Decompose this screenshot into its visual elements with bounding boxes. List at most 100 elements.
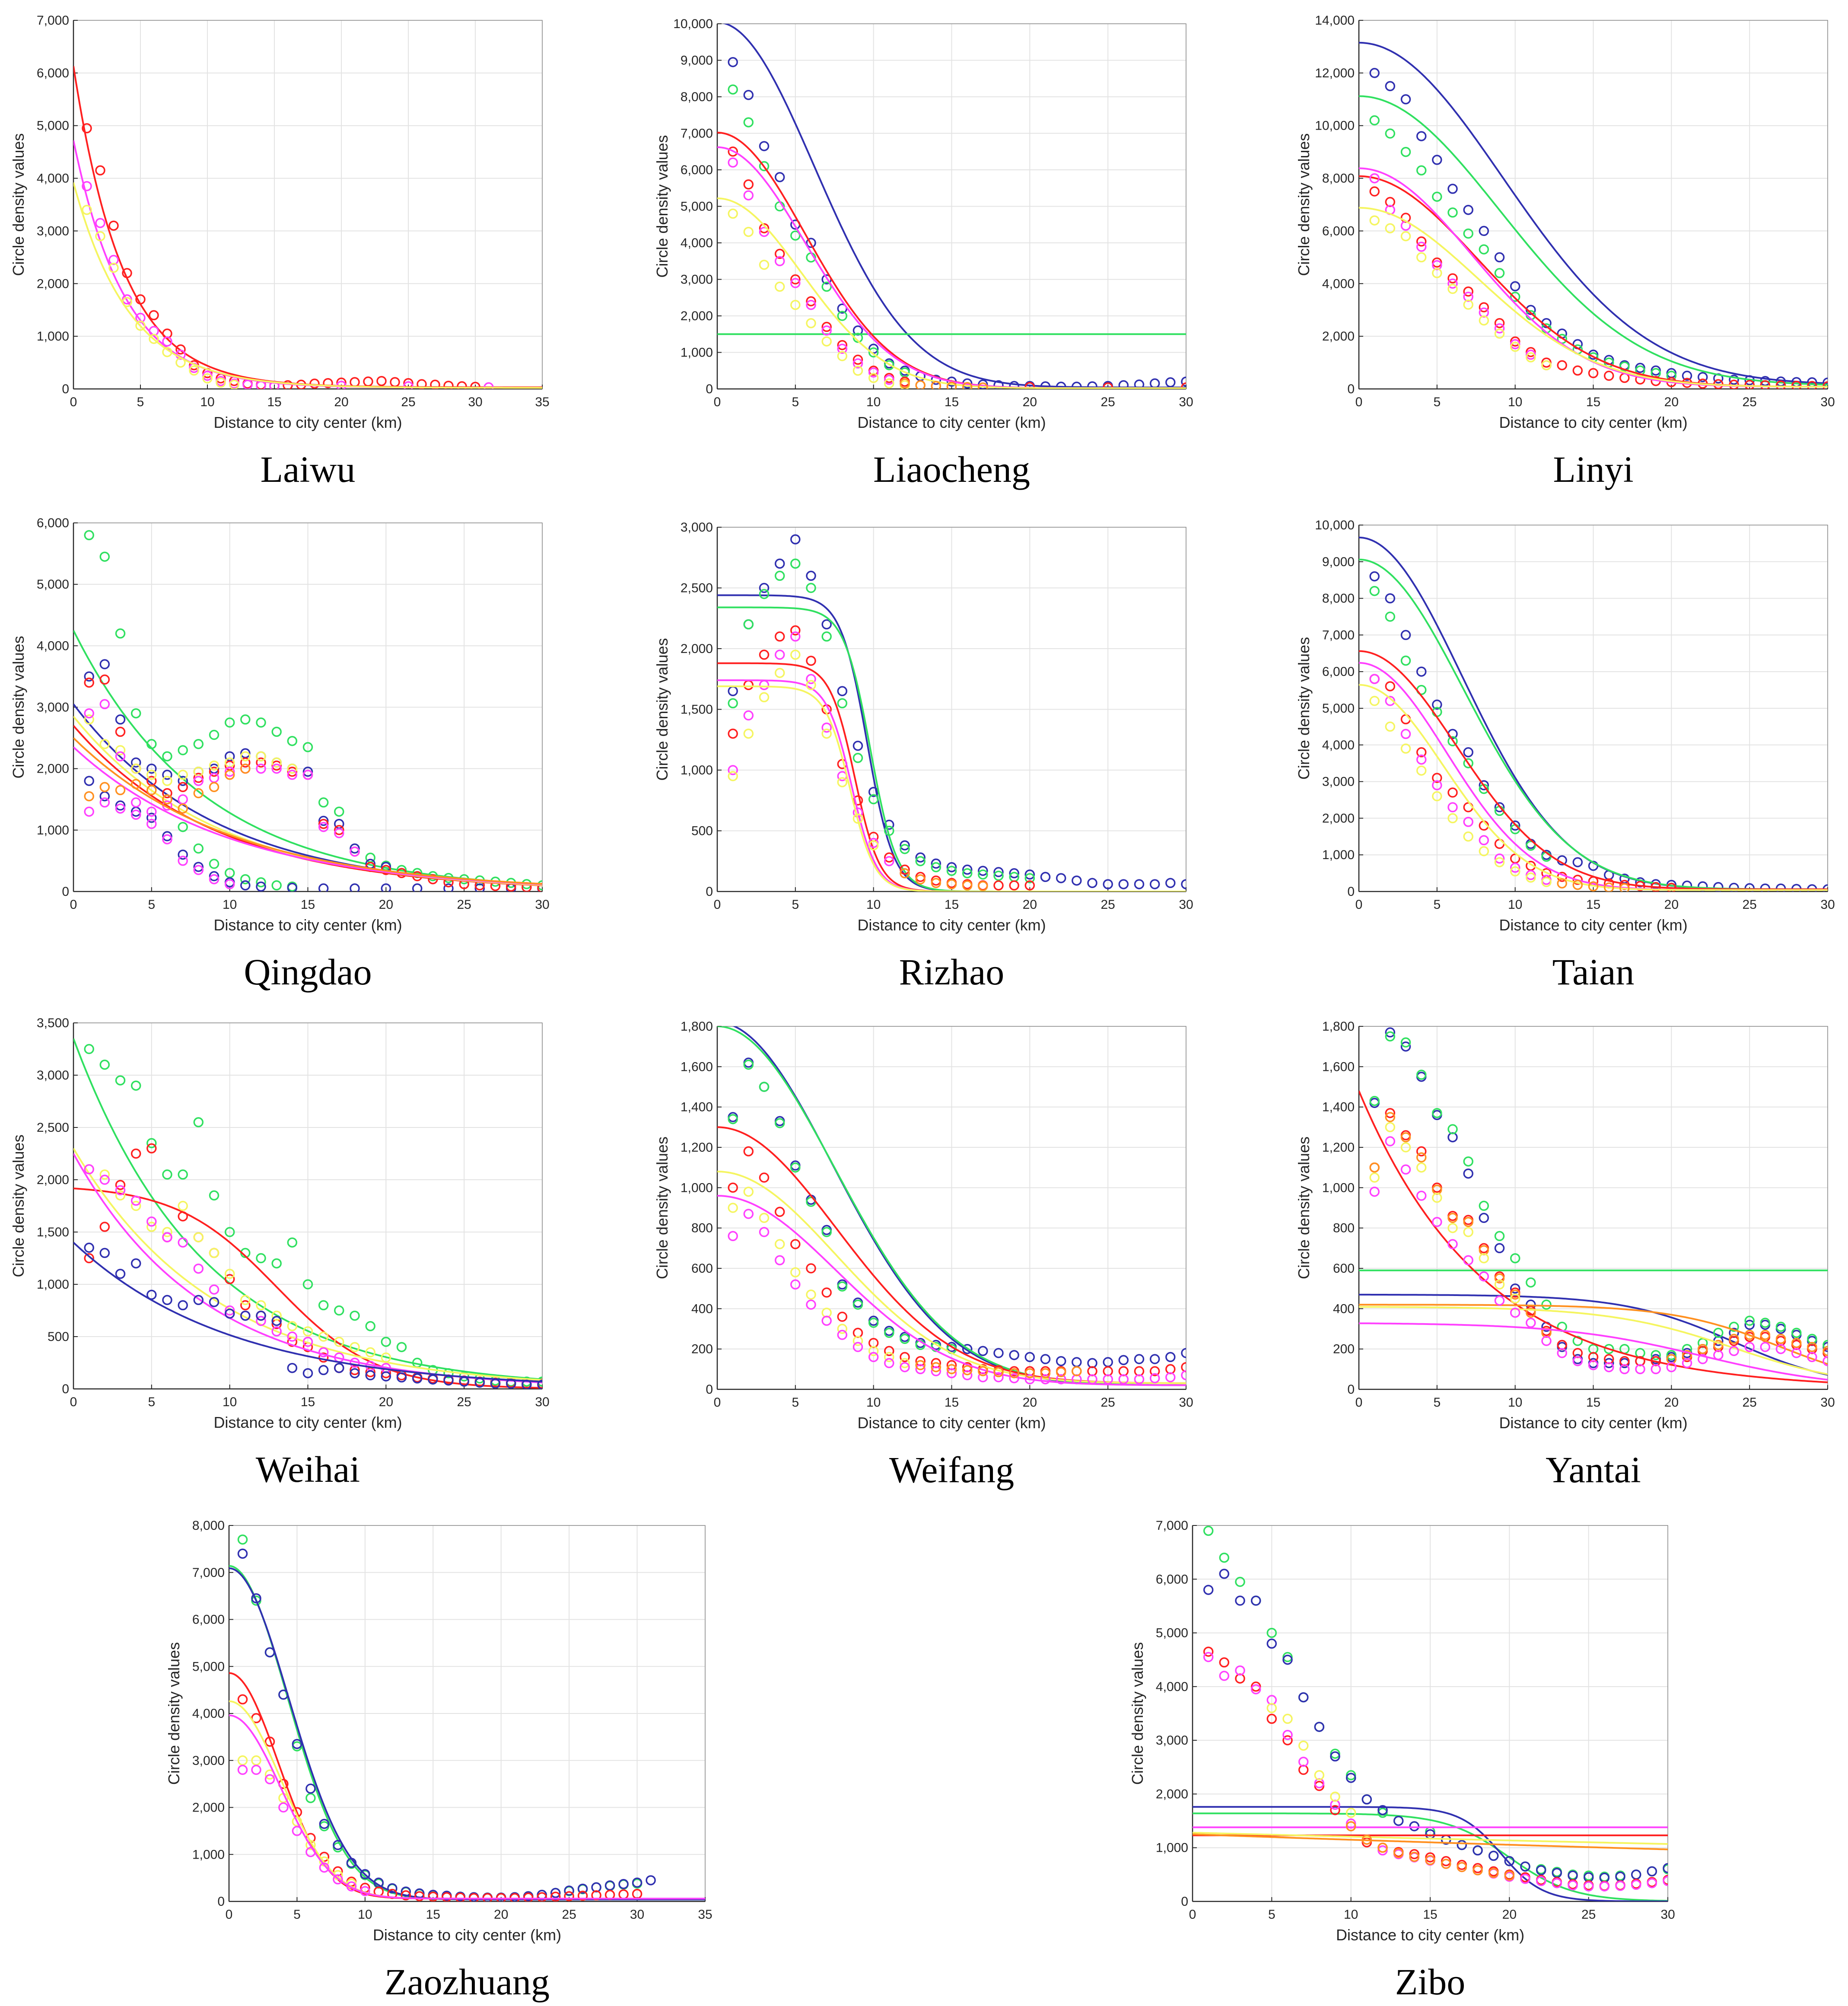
data-point [1181, 376, 1186, 387]
data-point [1345, 1818, 1356, 1829]
fit-line [1359, 1090, 1828, 1383]
y-tick-label: 4,000 [1322, 277, 1355, 291]
data-point [1087, 878, 1097, 888]
data-point [868, 373, 879, 383]
data-point [318, 1300, 329, 1311]
data-point [1494, 1243, 1505, 1254]
data-point [1345, 1808, 1356, 1818]
x-tick-label: 15 [1586, 395, 1600, 409]
data-point [1369, 571, 1380, 582]
data-point [1447, 813, 1458, 824]
data-point [900, 1334, 910, 1344]
data-point [837, 1281, 848, 1292]
data-point [1510, 1253, 1520, 1264]
data-point [900, 844, 910, 854]
data-point [1425, 1852, 1435, 1863]
data-point [1134, 1374, 1145, 1385]
data-point [1416, 1146, 1427, 1157]
data-point [759, 589, 770, 599]
y-tick-label: 1,000 [37, 823, 69, 837]
data-point [84, 776, 94, 786]
data-point [1463, 1255, 1473, 1266]
data-point [209, 1297, 219, 1307]
data-point [1250, 1595, 1261, 1606]
data-point [193, 1263, 204, 1274]
data-point [743, 226, 754, 237]
data-point [350, 1310, 360, 1321]
data-point [1463, 747, 1473, 758]
data-point [149, 334, 159, 344]
data-point [240, 1300, 251, 1311]
data-point [318, 822, 329, 832]
data-point [82, 181, 92, 191]
x-tick-label: 15 [1586, 1395, 1600, 1410]
data-point [99, 739, 110, 749]
data-point [1647, 1866, 1657, 1877]
series-yellow [717, 197, 1186, 389]
data-point [1416, 165, 1427, 176]
data-point [412, 1373, 423, 1384]
data-point [193, 1117, 204, 1127]
data-point [99, 659, 110, 669]
data-point [1463, 1168, 1473, 1179]
data-point [1181, 1362, 1186, 1372]
plot-content [1359, 41, 1828, 389]
data-point [256, 757, 266, 768]
data-point [381, 1371, 391, 1382]
x-tick-label: 30 [1179, 1395, 1193, 1410]
data-point [115, 800, 126, 811]
y-tick-label: 3,000 [681, 273, 713, 287]
series-yellow [717, 1171, 1186, 1384]
y-tick-label: 2,500 [37, 1121, 69, 1135]
data-point [1056, 1356, 1066, 1366]
data-point [1009, 1350, 1019, 1360]
data-point [1250, 1684, 1261, 1694]
data-point [84, 677, 94, 688]
data-point [852, 358, 863, 369]
data-point [978, 1346, 988, 1356]
data-point [108, 255, 119, 265]
data-point [271, 1258, 282, 1269]
x-tick-label: 0 [1355, 1395, 1363, 1410]
data-point [130, 1258, 141, 1269]
data-point [1400, 1132, 1411, 1143]
data-point [1557, 360, 1567, 370]
data-point [1541, 1336, 1552, 1346]
data-point [1369, 696, 1380, 706]
data-point [1599, 1881, 1610, 1891]
data-point [365, 1370, 375, 1381]
data-point [806, 674, 816, 685]
data-point [1009, 880, 1019, 891]
data-point [900, 1352, 910, 1363]
data-point [146, 1290, 157, 1300]
data-point [1409, 1852, 1420, 1862]
data-point [1400, 1041, 1411, 1052]
data-point [821, 1227, 832, 1237]
data-point [728, 765, 738, 775]
data-point [209, 871, 219, 882]
data-point [334, 1305, 344, 1316]
data-point [1494, 802, 1505, 812]
y-tick-label: 2,000 [37, 1173, 69, 1187]
data-point [115, 745, 126, 755]
data-point [443, 380, 454, 389]
y-tick-label: 7,000 [681, 127, 713, 141]
data-point [774, 172, 785, 182]
data-point [365, 1347, 375, 1358]
x-tick-label: 30 [1820, 395, 1835, 409]
data-point [1457, 1862, 1467, 1872]
data-point [350, 843, 360, 854]
data-point [1385, 81, 1396, 92]
data-point [1165, 377, 1176, 388]
data-point [743, 1059, 754, 1070]
data-point [1385, 721, 1396, 732]
data-point [178, 1200, 188, 1211]
x-tick-label: 15 [267, 395, 281, 409]
y-tick-label: 8,000 [681, 90, 713, 104]
data-point [319, 1862, 330, 1873]
fit-line [229, 1714, 705, 1900]
data-point [381, 883, 391, 892]
data-point [1024, 880, 1035, 891]
data-point [577, 1891, 588, 1901]
data-point [743, 728, 754, 739]
